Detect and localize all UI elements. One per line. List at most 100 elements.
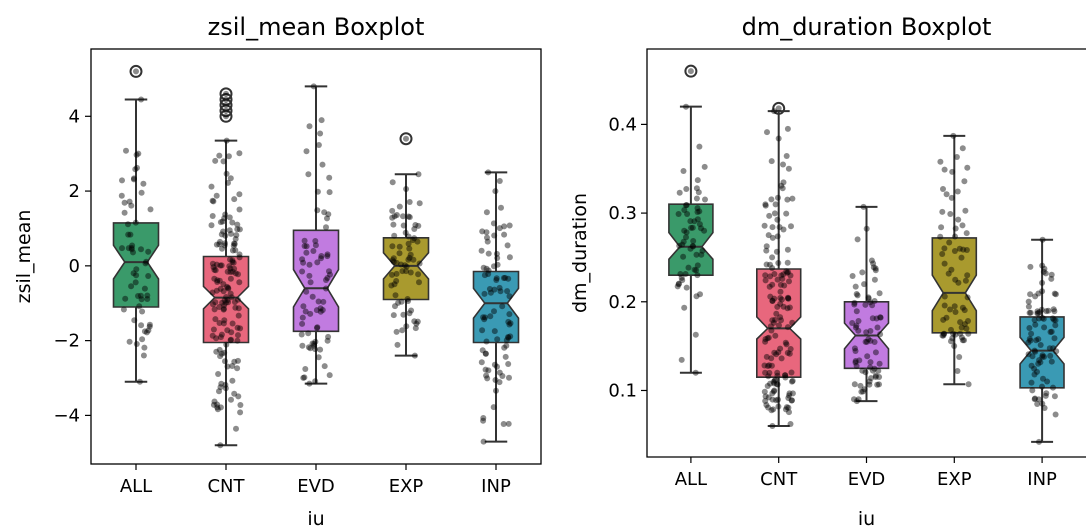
data-point (771, 377, 778, 384)
data-point (769, 390, 776, 397)
data-point (496, 178, 503, 184)
data-point (1050, 306, 1057, 313)
data-point (214, 404, 221, 411)
data-point (229, 363, 236, 369)
data-point (1051, 308, 1058, 315)
data-point (771, 380, 778, 387)
data-point (121, 209, 128, 216)
data-point (216, 277, 223, 284)
data-point (312, 238, 319, 244)
data-point (959, 222, 966, 229)
data-point (853, 291, 860, 297)
data-point (130, 176, 137, 183)
data-point (226, 263, 233, 270)
data-point (496, 379, 503, 386)
chart-title: zsil_mean Boxplot (208, 13, 425, 41)
data-point (301, 237, 308, 244)
data-point (687, 68, 694, 75)
data-point (851, 345, 858, 352)
data-point (323, 285, 329, 292)
data-point (222, 385, 229, 392)
data-point (506, 311, 513, 318)
data-point (223, 137, 230, 144)
data-point (412, 325, 419, 332)
data-point (209, 289, 216, 296)
data-point (142, 260, 149, 267)
data-point (311, 342, 318, 349)
data-point (1040, 375, 1046, 382)
data-point (1051, 393, 1058, 400)
data-point (146, 323, 153, 330)
data-point (694, 262, 701, 269)
outlier-point (399, 132, 413, 146)
data-point (230, 242, 237, 249)
data-point (326, 372, 333, 379)
data-point (1025, 303, 1032, 310)
data-point (309, 340, 316, 347)
data-point (318, 253, 325, 259)
data-point (949, 335, 956, 342)
x-tick-label: INP (1027, 469, 1057, 490)
data-point (406, 199, 413, 205)
data-point (683, 202, 689, 209)
data-point (787, 346, 794, 352)
data-point (405, 233, 412, 240)
data-point (139, 336, 146, 343)
data-point (504, 288, 511, 295)
data-point (786, 350, 793, 357)
outlier-point (684, 64, 698, 78)
data-point (775, 349, 782, 356)
data-point (765, 373, 772, 380)
data-point (872, 265, 879, 272)
data-point (683, 103, 689, 110)
box-cnt (755, 101, 802, 429)
data-point (959, 145, 966, 152)
data-point (323, 224, 329, 231)
data-point (765, 334, 772, 341)
data-point (1052, 291, 1059, 298)
data-point (324, 253, 331, 260)
notched-box (1019, 316, 1065, 389)
data-point (763, 402, 770, 408)
data-point (305, 344, 312, 351)
data-point (209, 260, 216, 267)
data-point (136, 303, 143, 310)
data-point (301, 243, 308, 249)
data-point (964, 272, 971, 279)
data-point (784, 324, 791, 331)
data-point (501, 223, 508, 230)
data-point (493, 387, 499, 394)
data-point (777, 314, 784, 321)
data-point (405, 213, 412, 220)
data-point (217, 334, 224, 341)
data-point (941, 245, 948, 252)
data-point (481, 272, 488, 279)
box-all (668, 64, 714, 376)
data-point (482, 314, 488, 321)
data-point (784, 246, 791, 253)
data-point (324, 215, 330, 222)
data-point (683, 202, 690, 208)
data-point (217, 404, 224, 411)
data-point (1026, 309, 1033, 316)
data-point (872, 372, 879, 379)
data-point (679, 277, 686, 284)
data-point (788, 369, 795, 376)
data-point (774, 369, 781, 376)
data-point (768, 407, 775, 414)
data-point (391, 232, 398, 239)
data-point (784, 196, 791, 203)
data-point (504, 242, 511, 249)
data-point (1036, 357, 1043, 364)
data-point (138, 246, 144, 253)
data-point (317, 305, 324, 312)
data-point (221, 317, 228, 324)
data-point (498, 204, 504, 211)
data-point (770, 388, 777, 395)
data-point (789, 319, 796, 326)
data-point (963, 230, 970, 237)
data-point (871, 276, 878, 283)
data-point (299, 320, 306, 327)
data-point (393, 212, 400, 218)
